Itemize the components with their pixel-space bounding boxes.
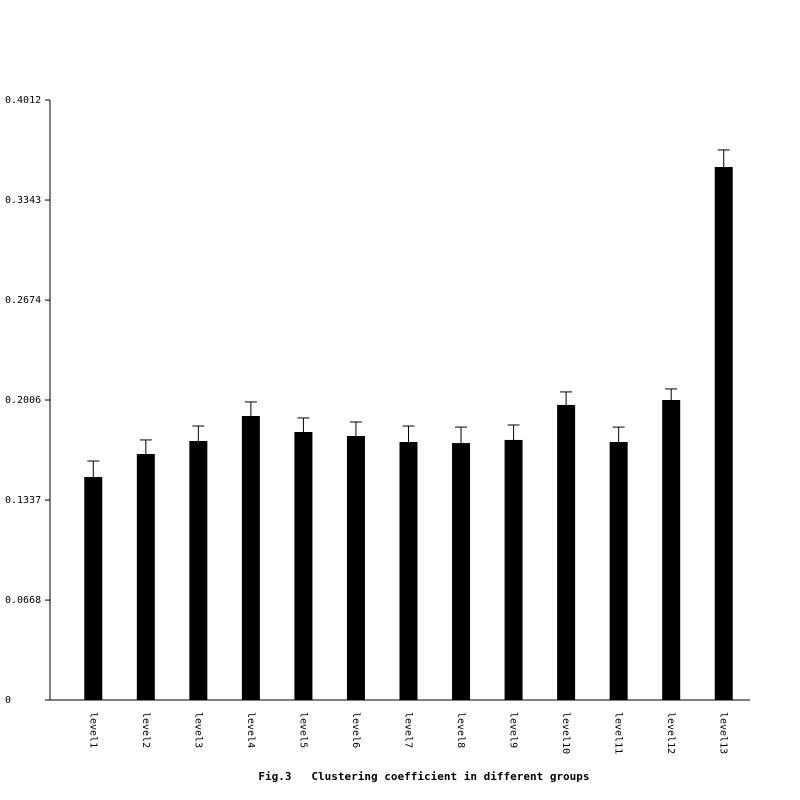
bar — [504, 439, 523, 700]
x-tick-label: level3 — [192, 712, 203, 748]
x-tick-label: level4 — [245, 712, 256, 748]
x-tick-label: level1 — [87, 712, 98, 748]
y-tick-label: 0.2006 — [5, 395, 41, 406]
y-tick-label: 0.4012 — [5, 95, 41, 106]
x-tick-label: level13 — [718, 712, 729, 754]
x-tick-label: level2 — [140, 712, 151, 748]
bar — [294, 432, 313, 700]
y-tick-label: 0.1337 — [5, 495, 41, 506]
bar — [609, 442, 628, 700]
bar — [557, 404, 576, 700]
bar — [452, 443, 471, 700]
x-tick-label: level5 — [297, 712, 308, 748]
x-tick-label: level6 — [350, 712, 361, 748]
bar — [714, 166, 733, 700]
x-tick-label: level7 — [403, 712, 414, 748]
y-tick-label: 0.0668 — [5, 595, 41, 606]
bar — [241, 416, 260, 700]
y-tick-label: 0 — [5, 695, 11, 706]
y-tick-label: 0.2674 — [5, 295, 41, 306]
x-tick-label: level9 — [508, 712, 519, 748]
bar — [346, 436, 365, 700]
bar — [662, 400, 681, 700]
bar — [84, 477, 103, 700]
x-tick-label: level11 — [613, 712, 624, 754]
bar — [189, 440, 208, 700]
bar — [399, 442, 418, 700]
x-tick-label: level8 — [455, 712, 466, 748]
x-tick-label: level12 — [665, 712, 676, 754]
bar — [136, 453, 155, 700]
chart-title: Fig.3 Clustering coefficient in differen… — [258, 770, 589, 783]
x-tick-label: level10 — [560, 712, 571, 754]
y-tick-label: 0.3343 — [5, 195, 41, 206]
